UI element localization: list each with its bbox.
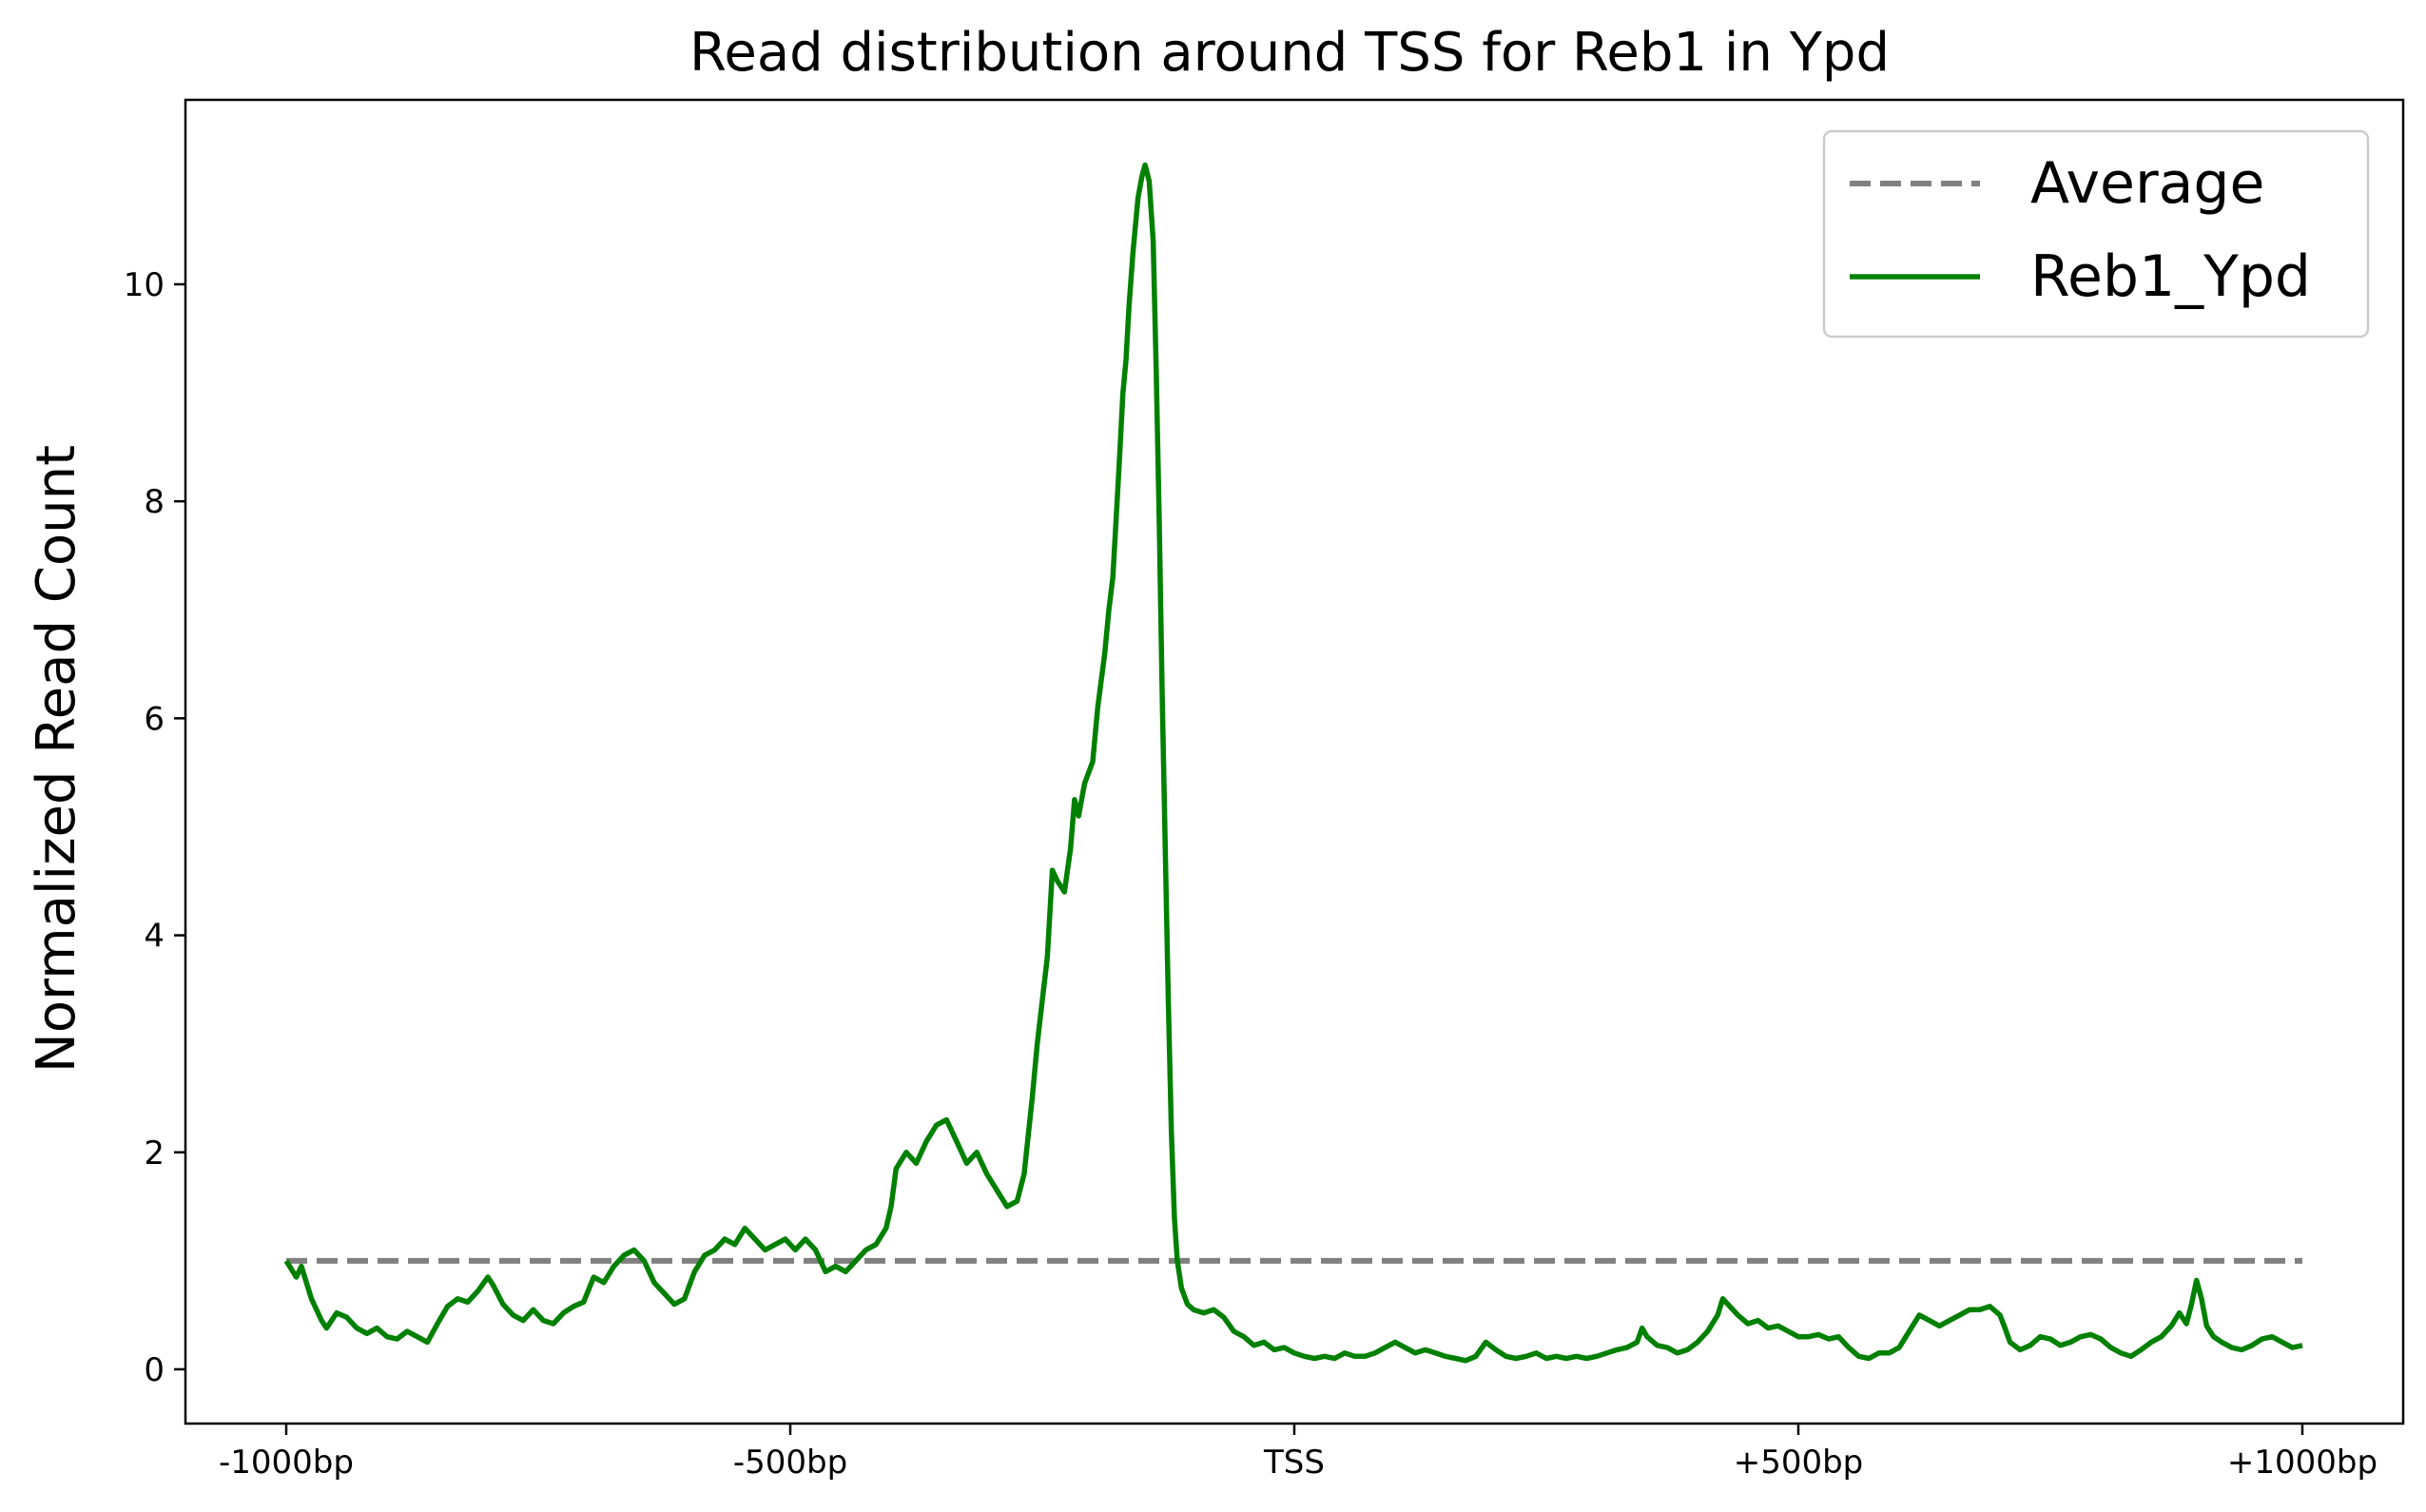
chart-title: Read distribution around TSS for Reb1 in… — [689, 22, 1890, 84]
y-tick-label: 4 — [144, 918, 165, 956]
legend-label: Reb1_Ypd — [2030, 243, 2311, 310]
legend-label: Average — [2030, 150, 2264, 217]
plot-area: -1000bp -500bp TSS +500bp +1000bp 0 2 4 6 8 10 — [124, 98, 2405, 1482]
y-tick-label: 8 — [144, 483, 165, 521]
x-tick-label: TSS — [1263, 1444, 1325, 1482]
y-tick-label: 6 — [144, 700, 165, 738]
x-tick-label: -500bp — [733, 1444, 847, 1482]
y-tick-label: 2 — [144, 1134, 165, 1173]
x-tick-label: +1000bp — [2227, 1444, 2377, 1482]
x-tick-label: +500bp — [1734, 1444, 1864, 1482]
y-tick-label: 10 — [124, 266, 165, 304]
y-tick-label: 0 — [144, 1351, 165, 1389]
x-tick-label: -1000bp — [219, 1444, 354, 1482]
legend: Average Reb1_Ypd — [1822, 129, 2370, 339]
series-line-reb1-ypd — [283, 162, 2303, 1364]
y-axis-label: Normalized Read Count — [26, 445, 87, 1073]
